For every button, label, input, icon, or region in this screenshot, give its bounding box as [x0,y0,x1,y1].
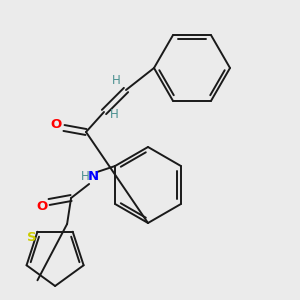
Text: N: N [88,170,99,184]
Text: H: H [81,169,89,182]
Text: H: H [112,74,120,88]
Text: O: O [50,118,62,130]
Text: H: H [110,109,118,122]
Text: O: O [37,200,48,212]
Text: S: S [27,231,36,244]
